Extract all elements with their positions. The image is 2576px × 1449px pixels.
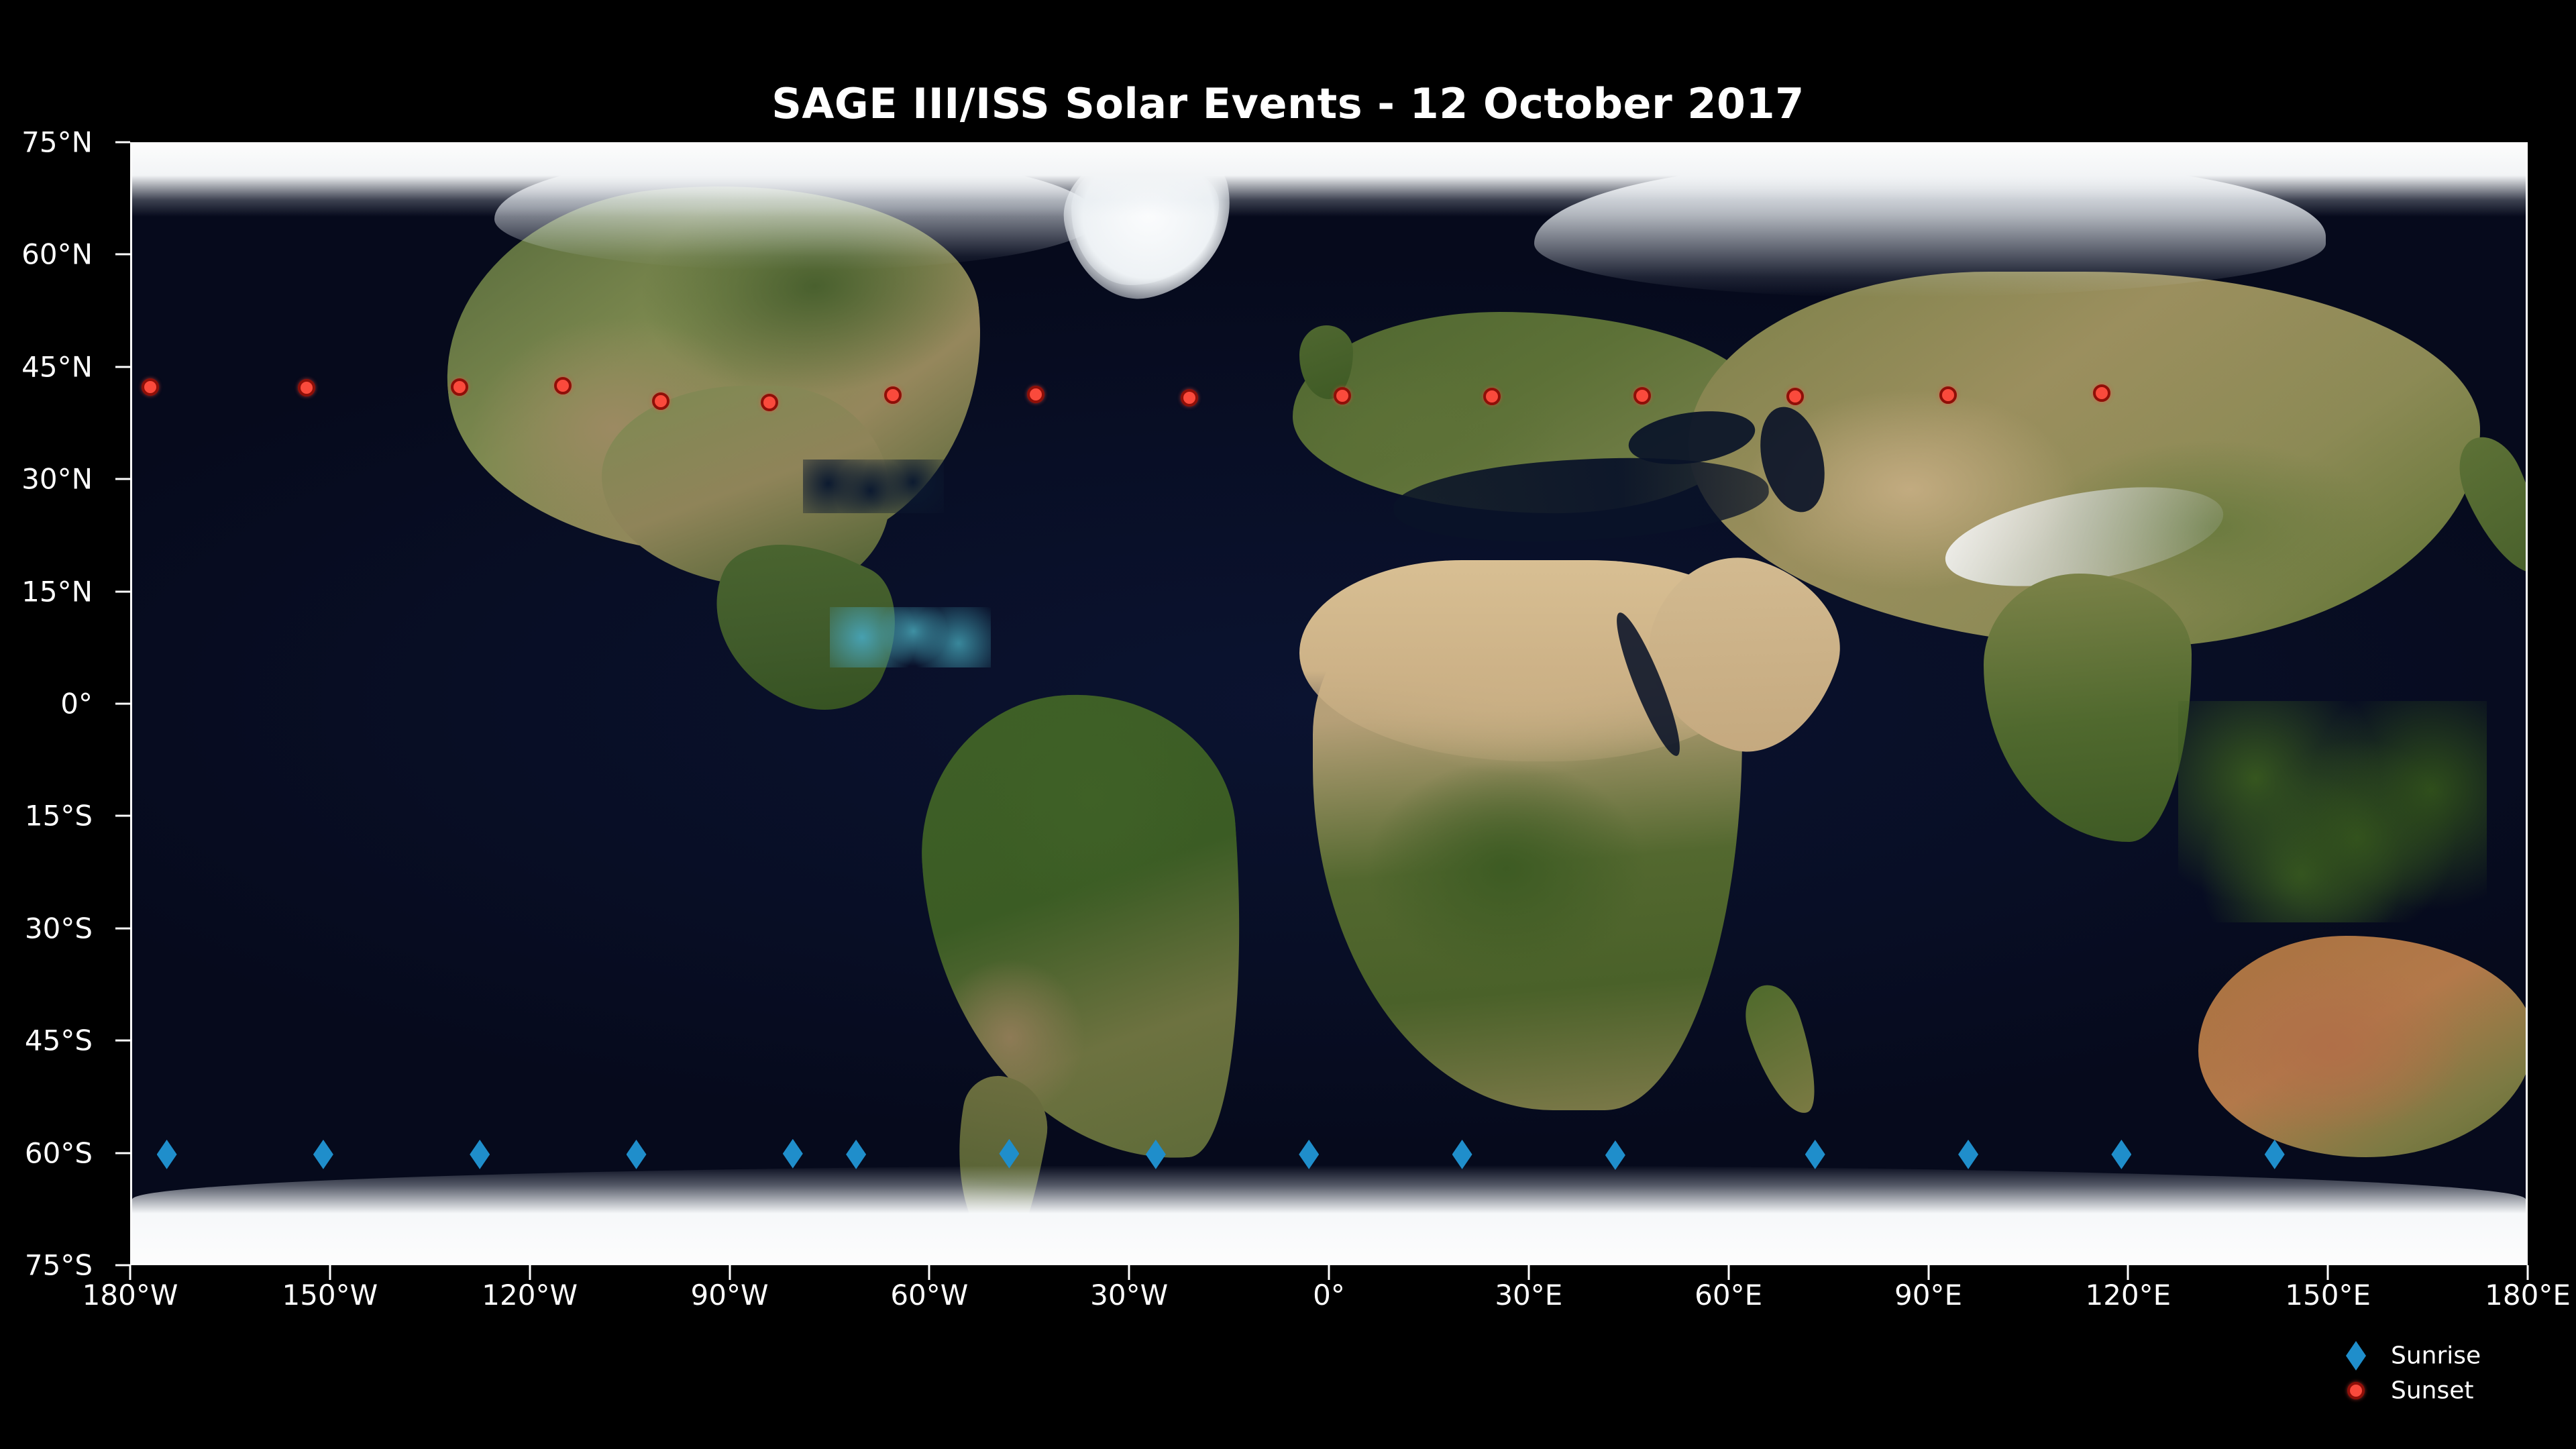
sunset-point [451,378,469,396]
x-tick-label: 30°E [1495,1279,1563,1311]
sunset-point [883,386,902,405]
sunset-point [652,392,670,411]
x-tick-label: 90°E [1894,1279,1962,1311]
y-tick-label: 0° [60,687,93,720]
y-tick-mark [115,253,130,256]
legend-item-sunset: Sunset [2347,1373,2557,1408]
ice-antarctica [132,1165,2526,1263]
world-map-image [132,144,2526,1263]
y-tick-label: 15°N [21,575,93,608]
x-tick-label: 180°E [2485,1279,2571,1311]
y-tick-mark [115,702,130,705]
x-tick-label: 120°W [482,1279,578,1311]
sunset-point [1180,388,1198,407]
x-tick-label: 30°W [1090,1279,1169,1311]
y-tick-mark [115,366,130,368]
y-tick-mark [115,1264,130,1267]
x-tick-mark [2127,1265,2129,1280]
x-tick-mark [2326,1265,2329,1280]
x-tick-label: 60°E [1695,1279,1763,1311]
water-caribbean [830,607,991,667]
x-tick-label: 90°W [690,1279,769,1311]
y-tick-mark [115,927,130,930]
sunset-point [554,376,572,394]
sunset-point [2092,384,2110,402]
x-tick-label: 120°E [2085,1279,2171,1311]
sunset-point [1786,388,1804,406]
x-tick-label: 180°W [82,1279,178,1311]
ice-arctic [132,144,2526,217]
x-tick-mark [1727,1265,1730,1280]
x-tick-mark [1128,1265,1130,1280]
y-tick-label: 15°S [24,799,93,833]
sunset-point [298,379,316,397]
x-tick-mark [928,1265,930,1280]
legend-label-sunset: Sunset [2391,1377,2474,1405]
legend-label-sunrise: Sunrise [2391,1342,2481,1370]
y-tick-label: 60°S [24,1136,93,1170]
y-tick-mark [115,1039,130,1042]
x-tick-mark [129,1265,131,1280]
landmass-southeast-asia [2178,701,2487,922]
y-tick-label: 60°N [21,237,93,271]
sunset-point [1483,388,1501,406]
x-tick-mark [1927,1265,1929,1280]
sunset-point [1027,386,1045,404]
y-tick-mark [115,1152,130,1155]
sunset-marker-icon [2347,1382,2365,1399]
sunset-point [1633,387,1651,405]
y-tick-label: 75°S [24,1248,93,1282]
x-tick-mark [529,1265,531,1280]
y-tick-mark [115,590,130,593]
y-tick-mark [115,478,130,480]
page-title: SAGE III/ISS Solar Events - 12 October 2… [771,79,1805,128]
landmass-australia [2198,936,2526,1157]
legend: Sunrise Sunset [2346,1338,2557,1408]
y-tick-label: 30°N [21,462,93,496]
sunset-point [141,378,159,396]
sunset-point [761,394,779,412]
sunset-point [1939,386,1957,405]
x-tick-label: 0° [1313,1279,1345,1311]
x-tick-mark [1527,1265,1530,1280]
y-tick-label: 75°N [21,125,93,159]
y-tick-label: 45°N [21,350,93,384]
x-tick-mark [729,1265,731,1280]
x-tick-mark [1328,1265,1330,1280]
legend-item-sunrise: Sunrise [2346,1338,2557,1373]
water-great-lakes [803,460,944,513]
y-tick-mark [115,814,130,817]
landmass-british-isles [1299,325,1353,399]
x-tick-label: 60°W [890,1279,969,1311]
y-tick-mark [115,141,130,144]
x-tick-mark [329,1265,331,1280]
x-tick-label: 150°W [282,1279,378,1311]
x-tick-mark [2526,1265,2529,1280]
map-plot-area [130,142,2528,1265]
sunrise-marker-icon [2346,1341,2366,1371]
y-tick-label: 45°S [24,1024,93,1057]
sunset-point [1333,387,1351,405]
y-tick-label: 30°S [24,912,93,945]
x-tick-label: 150°E [2285,1279,2371,1311]
